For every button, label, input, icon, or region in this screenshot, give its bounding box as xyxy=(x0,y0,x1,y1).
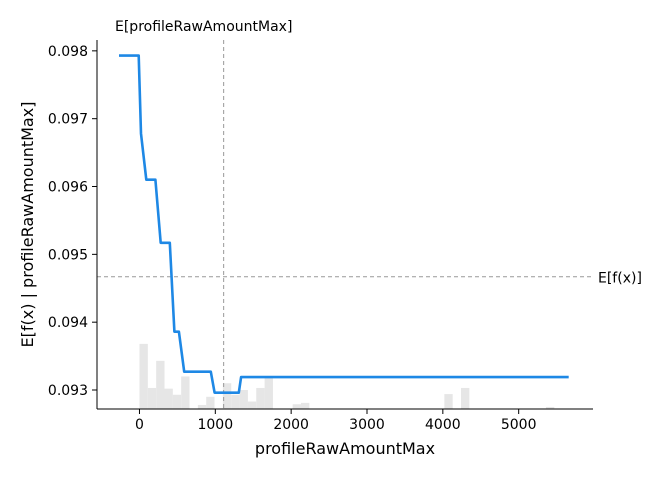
y-tick-label: 0.097 xyxy=(48,112,88,128)
histogram-bar xyxy=(197,404,207,409)
histogram-bar xyxy=(545,406,555,409)
histogram-bar xyxy=(461,387,470,409)
y-tick-label: 0.095 xyxy=(48,247,88,263)
y-tick-label: 0.098 xyxy=(48,44,88,60)
x-axis-title: profileRawAmountMax xyxy=(255,439,435,458)
histogram-bar xyxy=(292,404,302,409)
y-tick-label: 0.096 xyxy=(48,180,88,196)
histogram-bar xyxy=(164,388,173,409)
histogram-bar xyxy=(139,343,148,409)
expected-x-annotation: E[profileRawAmountMax] xyxy=(115,19,292,35)
axes xyxy=(92,40,593,414)
y-tick-label: 0.093 xyxy=(48,383,88,399)
series-layer xyxy=(119,54,569,395)
histogram-bar xyxy=(256,387,265,409)
histogram-bar xyxy=(301,402,310,409)
histogram-bar xyxy=(264,376,273,409)
histogram-bar xyxy=(222,383,232,409)
x-tick-label: 2000 xyxy=(273,417,309,433)
tick-labels: 0 1000 2000 3000 4000 5000 0.093 0.094 0.095 0.09… xyxy=(48,44,537,433)
histogram-bar xyxy=(206,396,215,409)
x-tick-label: 4000 xyxy=(425,417,461,433)
histogram-bar xyxy=(239,390,248,409)
x-tick-label: 3000 xyxy=(349,417,385,433)
y-tick-label: 0.094 xyxy=(48,315,88,331)
histogram-bar xyxy=(181,376,190,409)
histogram-bar xyxy=(172,394,182,409)
series-line xyxy=(119,54,569,395)
histogram-bar xyxy=(156,360,165,409)
histogram-bar xyxy=(231,394,240,409)
x-tick-label: 5000 xyxy=(501,417,537,433)
histogram-bar xyxy=(444,394,453,409)
histogram-layer xyxy=(139,343,555,409)
x-tick-label: 1000 xyxy=(197,417,233,433)
expected-fx-annotation: E[f(x)] xyxy=(598,271,642,287)
histogram-bar xyxy=(147,387,157,409)
y-axis-title: E[f(x) | profileRawAmountMax] xyxy=(18,102,37,348)
reference-lines xyxy=(97,40,593,409)
x-tick-label: 0 xyxy=(135,417,144,433)
histogram-bar xyxy=(247,401,257,409)
